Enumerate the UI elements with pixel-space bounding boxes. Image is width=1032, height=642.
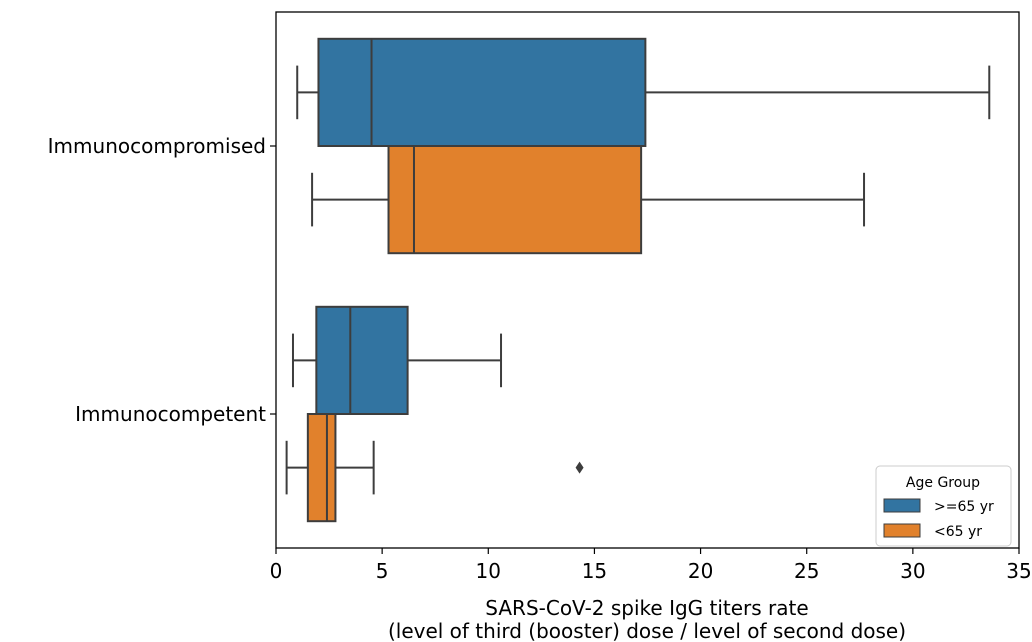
outlier-point [575, 461, 584, 474]
boxes-layer [285, 37, 991, 523]
box-immunocompetent-0 [291, 305, 503, 415]
x-tick-label: 30 [900, 559, 925, 583]
x-axis-label-line2: (level of third (booster) dose / level o… [388, 619, 906, 642]
x-tick-label: 25 [794, 559, 819, 583]
x-tick-label: 10 [476, 559, 501, 583]
legend: Age Group >=65 yr <65 yr [875, 465, 1012, 547]
box-iqr [315, 305, 409, 415]
box-immunocompetent-1 [285, 413, 584, 523]
x-tick-label: 20 [688, 559, 713, 583]
y-axis-ticks: Immunocompromised Immunocompetent [48, 134, 276, 426]
legend-swatch-lt65 [883, 523, 921, 538]
y-tick-label: Immunocompetent [75, 402, 266, 426]
legend-entry-ge65: >=65 yr [934, 499, 994, 515]
box-immunocompromised-1 [311, 145, 866, 255]
x-tick-label: 0 [270, 559, 283, 583]
y-tick-label: Immunocompromised [48, 134, 266, 158]
x-tick-label: 35 [1006, 559, 1031, 583]
legend-title: Age Group [906, 475, 980, 491]
plot-frame [275, 11, 1020, 549]
legend-entry-lt65: <65 yr [934, 524, 982, 540]
box-immunocompromised-0 [296, 37, 991, 147]
box-iqr [387, 145, 643, 255]
box-iqr [306, 413, 337, 523]
x-axis-label-line1: SARS-CoV-2 spike IgG titers rate [485, 596, 808, 620]
x-axis-ticks: 0 5 10 15 20 25 30 35 [270, 548, 1032, 583]
x-tick-label: 15 [582, 559, 607, 583]
legend-swatch-ge65 [883, 498, 921, 513]
x-tick-label: 5 [376, 559, 389, 583]
box-iqr [317, 37, 647, 147]
